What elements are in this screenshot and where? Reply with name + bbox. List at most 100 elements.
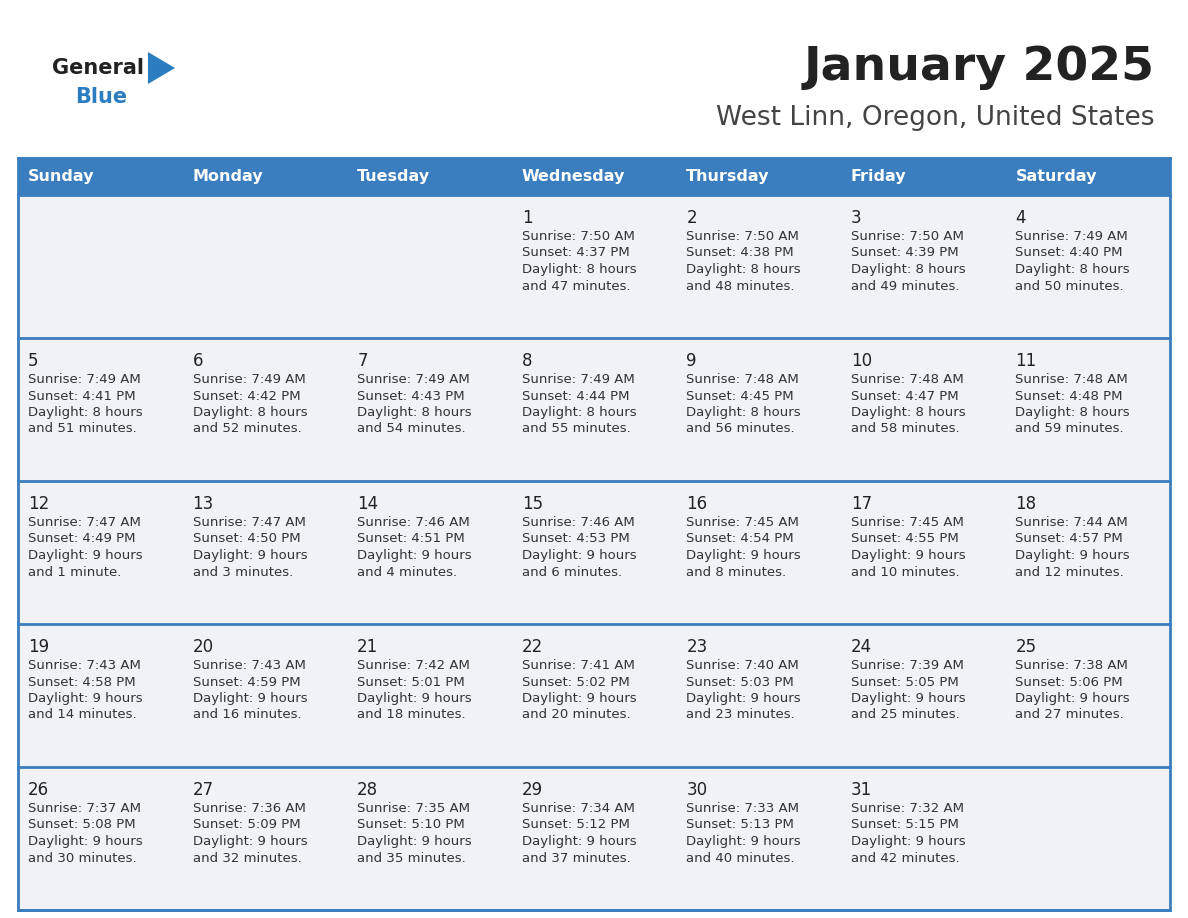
Text: Sunset: 5:08 PM: Sunset: 5:08 PM <box>29 819 135 832</box>
Text: Daylight: 9 hours: Daylight: 9 hours <box>1016 692 1130 705</box>
Text: Daylight: 9 hours: Daylight: 9 hours <box>851 549 966 562</box>
Text: 13: 13 <box>192 495 214 513</box>
Text: Sunrise: 7:48 AM: Sunrise: 7:48 AM <box>851 373 963 386</box>
Text: 4: 4 <box>1016 209 1026 227</box>
Text: and 25 minutes.: and 25 minutes. <box>851 709 960 722</box>
Text: 8: 8 <box>522 352 532 370</box>
Bar <box>18 158 1170 910</box>
Bar <box>183 481 347 624</box>
Text: Sunrise: 7:33 AM: Sunrise: 7:33 AM <box>687 802 800 815</box>
Text: 23: 23 <box>687 638 708 656</box>
Text: 14: 14 <box>358 495 378 513</box>
Text: Daylight: 8 hours: Daylight: 8 hours <box>29 406 143 419</box>
Bar <box>347 767 512 910</box>
Text: 20: 20 <box>192 638 214 656</box>
Text: 17: 17 <box>851 495 872 513</box>
Text: Daylight: 9 hours: Daylight: 9 hours <box>358 692 472 705</box>
Text: Sunrise: 7:38 AM: Sunrise: 7:38 AM <box>1016 659 1129 672</box>
Text: Sunset: 5:05 PM: Sunset: 5:05 PM <box>851 676 959 688</box>
Bar <box>18 624 183 767</box>
Text: Sunrise: 7:49 AM: Sunrise: 7:49 AM <box>192 373 305 386</box>
Text: 1: 1 <box>522 209 532 227</box>
Text: Daylight: 8 hours: Daylight: 8 hours <box>1016 263 1130 276</box>
Bar <box>841 195 1005 338</box>
Text: Sunrise: 7:43 AM: Sunrise: 7:43 AM <box>29 659 141 672</box>
Text: 26: 26 <box>29 781 49 799</box>
Text: and 35 minutes.: and 35 minutes. <box>358 852 466 865</box>
Text: Sunrise: 7:50 AM: Sunrise: 7:50 AM <box>522 230 634 243</box>
Text: 25: 25 <box>1016 638 1037 656</box>
Bar <box>841 624 1005 767</box>
Text: and 30 minutes.: and 30 minutes. <box>29 852 137 865</box>
Bar <box>18 195 183 338</box>
Polygon shape <box>148 52 175 84</box>
Text: and 50 minutes.: and 50 minutes. <box>1016 279 1124 293</box>
Bar <box>1005 338 1170 481</box>
Bar <box>18 767 183 910</box>
Text: Sunset: 4:48 PM: Sunset: 4:48 PM <box>1016 389 1123 402</box>
Text: 11: 11 <box>1016 352 1037 370</box>
Text: Sunset: 4:59 PM: Sunset: 4:59 PM <box>192 676 301 688</box>
Text: Sunrise: 7:49 AM: Sunrise: 7:49 AM <box>522 373 634 386</box>
Text: and 56 minutes.: and 56 minutes. <box>687 422 795 435</box>
Text: Sunset: 4:55 PM: Sunset: 4:55 PM <box>851 532 959 545</box>
Text: Daylight: 8 hours: Daylight: 8 hours <box>522 263 637 276</box>
Bar <box>183 624 347 767</box>
Text: Daylight: 9 hours: Daylight: 9 hours <box>29 692 143 705</box>
Text: and 58 minutes.: and 58 minutes. <box>851 422 960 435</box>
Text: and 32 minutes.: and 32 minutes. <box>192 852 302 865</box>
Text: Daylight: 9 hours: Daylight: 9 hours <box>851 835 966 848</box>
Text: Sunset: 4:58 PM: Sunset: 4:58 PM <box>29 676 135 688</box>
Text: and 4 minutes.: and 4 minutes. <box>358 565 457 578</box>
Bar <box>347 624 512 767</box>
Text: Saturday: Saturday <box>1016 169 1097 184</box>
Text: 15: 15 <box>522 495 543 513</box>
Bar <box>512 624 676 767</box>
Text: 18: 18 <box>1016 495 1037 513</box>
Text: Daylight: 9 hours: Daylight: 9 hours <box>29 835 143 848</box>
Text: and 40 minutes.: and 40 minutes. <box>687 852 795 865</box>
Text: 31: 31 <box>851 781 872 799</box>
Text: and 23 minutes.: and 23 minutes. <box>687 709 795 722</box>
Text: Sunrise: 7:50 AM: Sunrise: 7:50 AM <box>687 230 800 243</box>
Bar <box>841 338 1005 481</box>
Text: and 47 minutes.: and 47 minutes. <box>522 279 631 293</box>
Text: 22: 22 <box>522 638 543 656</box>
Text: 6: 6 <box>192 352 203 370</box>
Text: Thursday: Thursday <box>687 169 770 184</box>
Text: Sunset: 5:15 PM: Sunset: 5:15 PM <box>851 819 959 832</box>
Bar <box>1005 767 1170 910</box>
Text: 29: 29 <box>522 781 543 799</box>
Text: Sunset: 5:12 PM: Sunset: 5:12 PM <box>522 819 630 832</box>
Text: Sunrise: 7:46 AM: Sunrise: 7:46 AM <box>522 516 634 529</box>
Bar <box>841 481 1005 624</box>
Bar <box>1005 624 1170 767</box>
Text: Daylight: 8 hours: Daylight: 8 hours <box>522 406 637 419</box>
Text: 7: 7 <box>358 352 367 370</box>
Text: Sunset: 4:47 PM: Sunset: 4:47 PM <box>851 389 959 402</box>
Text: and 20 minutes.: and 20 minutes. <box>522 709 631 722</box>
Text: Daylight: 9 hours: Daylight: 9 hours <box>851 692 966 705</box>
Text: Sunday: Sunday <box>29 169 95 184</box>
Bar <box>512 481 676 624</box>
Text: Sunset: 5:01 PM: Sunset: 5:01 PM <box>358 676 465 688</box>
Bar <box>676 195 841 338</box>
Bar <box>18 481 183 624</box>
Text: Daylight: 8 hours: Daylight: 8 hours <box>192 406 308 419</box>
Text: Daylight: 9 hours: Daylight: 9 hours <box>192 835 308 848</box>
Text: Daylight: 9 hours: Daylight: 9 hours <box>358 835 472 848</box>
Text: Sunrise: 7:39 AM: Sunrise: 7:39 AM <box>851 659 963 672</box>
Text: Sunset: 4:42 PM: Sunset: 4:42 PM <box>192 389 301 402</box>
Text: Sunset: 4:41 PM: Sunset: 4:41 PM <box>29 389 135 402</box>
Text: Sunset: 5:03 PM: Sunset: 5:03 PM <box>687 676 794 688</box>
Text: and 59 minutes.: and 59 minutes. <box>1016 422 1124 435</box>
Bar <box>347 195 512 338</box>
Text: Sunset: 5:02 PM: Sunset: 5:02 PM <box>522 676 630 688</box>
Text: Sunset: 4:53 PM: Sunset: 4:53 PM <box>522 532 630 545</box>
Text: 12: 12 <box>29 495 49 513</box>
Text: Daylight: 8 hours: Daylight: 8 hours <box>358 406 472 419</box>
Text: Sunrise: 7:46 AM: Sunrise: 7:46 AM <box>358 516 470 529</box>
Text: and 54 minutes.: and 54 minutes. <box>358 422 466 435</box>
Text: Sunset: 4:44 PM: Sunset: 4:44 PM <box>522 389 630 402</box>
Text: and 42 minutes.: and 42 minutes. <box>851 852 960 865</box>
